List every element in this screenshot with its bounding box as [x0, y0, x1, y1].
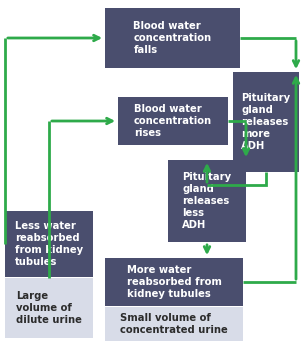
- Text: More water
reabsorbed from
kidney tubules: More water reabsorbed from kidney tubule…: [126, 265, 221, 299]
- FancyBboxPatch shape: [5, 211, 93, 277]
- Text: Pituitary
gland
releases
less
ADH: Pituitary gland releases less ADH: [182, 172, 232, 230]
- Text: Less water
reabsorbed
from kidney
tubules: Less water reabsorbed from kidney tubule…: [15, 221, 83, 267]
- Text: Large
volume of
dilute urine: Large volume of dilute urine: [16, 291, 82, 325]
- FancyBboxPatch shape: [118, 97, 228, 145]
- Text: Small volume of
concentrated urine: Small volume of concentrated urine: [120, 313, 228, 335]
- Text: Blood water
concentration
falls: Blood water concentration falls: [133, 21, 212, 55]
- FancyBboxPatch shape: [105, 307, 243, 341]
- FancyBboxPatch shape: [5, 278, 93, 338]
- FancyBboxPatch shape: [168, 160, 246, 242]
- Text: Blood water
concentration
rises: Blood water concentration rises: [134, 104, 212, 138]
- Text: Pituitary
gland
releases
more
ADH: Pituitary gland releases more ADH: [241, 93, 291, 151]
- FancyBboxPatch shape: [233, 72, 299, 172]
- FancyBboxPatch shape: [105, 258, 243, 306]
- FancyBboxPatch shape: [105, 8, 240, 68]
